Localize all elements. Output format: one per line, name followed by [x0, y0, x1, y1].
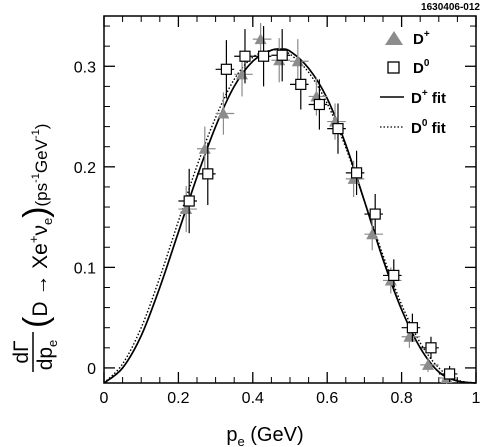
- d0-data-point: [290, 59, 309, 110]
- square-marker: [202, 168, 214, 180]
- d0-data-point: [438, 365, 458, 382]
- square-marker: [406, 322, 418, 334]
- y-axis-title-denominator: dpe: [34, 340, 60, 371]
- legend-label-d0-fit: D0 fit: [411, 118, 446, 137]
- y-axis-title-numerator: dΓ: [10, 340, 33, 363]
- d0-data-point: [327, 103, 346, 154]
- x-tick-label: 0.6: [316, 390, 338, 407]
- axis-ticks: [103, 16, 477, 383]
- triangle-marker: [366, 228, 379, 240]
- square-marker: [388, 269, 400, 282]
- square-marker: [239, 50, 251, 62]
- d0-data-point: [252, 26, 272, 87]
- x-tick-label: 0.8: [390, 390, 412, 407]
- d0-data-point: [401, 313, 421, 342]
- square-marker: [425, 342, 437, 354]
- d0-data-point: [383, 259, 402, 292]
- d0-data-point: [420, 336, 439, 359]
- figure-id-stamp: 1630406-012: [421, 2, 480, 13]
- legend-entry-d0-fit: D0 fit: [380, 118, 446, 137]
- square-marker: [332, 123, 344, 135]
- d0-data-point: [234, 29, 253, 84]
- x-tick-label: 0.2: [167, 390, 189, 407]
- square-marker: [295, 78, 307, 90]
- y-tick-label: 0.2: [74, 160, 96, 177]
- d0-data-point: [364, 193, 383, 235]
- triangle-marker: [422, 358, 435, 370]
- axis-tick-labels: 0 0.2 0.4 0.6 0.8 1 0 0.1 0.2 0.3: [74, 59, 481, 407]
- square-marker: [313, 98, 325, 111]
- x-tick-label: 0: [100, 390, 109, 407]
- y-axis-title-expression: (D → Xe+νe)(ps-1GeV-1): [17, 124, 55, 328]
- square-marker: [257, 50, 270, 62]
- square-marker: [183, 195, 195, 207]
- square-marker: [369, 208, 381, 220]
- y-axis-title: dΓ dpe (D → Xe+νe)(ps-1GeV-1): [10, 124, 60, 372]
- y-tick-label: 0: [87, 361, 96, 378]
- d0-data-point: [271, 29, 290, 82]
- d0-data-point: [215, 40, 235, 99]
- legend-label-dplus-fit: D+ fit: [411, 88, 446, 107]
- legend-entry-d0: D0: [387, 58, 430, 77]
- legend-square-marker: [387, 61, 400, 74]
- x-tick-label: 1: [472, 390, 481, 407]
- y-tick-label: 0.3: [74, 59, 96, 76]
- x-axis-title: pe (GeV): [226, 424, 303, 447]
- d0-data-point: [308, 79, 328, 130]
- square-marker: [220, 63, 232, 75]
- d0-data-point: [178, 168, 197, 234]
- legend-label-d0: D0: [413, 58, 430, 77]
- dplus-data-point: [420, 357, 439, 372]
- square-marker: [350, 167, 363, 179]
- legend: D+ D0 D+ fit D0 fit: [380, 29, 446, 137]
- square-marker: [276, 49, 288, 61]
- legend-label-dplus: D+: [413, 29, 430, 48]
- dplus-data-point: [215, 92, 235, 135]
- legend-entry-dplus-fit: D+ fit: [380, 88, 446, 107]
- d0-data-point: [345, 150, 365, 195]
- dplus-data-point: [364, 218, 383, 251]
- dplus-data-point: [290, 39, 309, 84]
- x-tick-label: 0.4: [242, 390, 264, 407]
- square-marker: [443, 368, 456, 380]
- legend-entry-dplus: D+: [385, 29, 430, 48]
- legend-triangle-marker: [385, 31, 403, 45]
- data-points: [178, 23, 458, 385]
- triangle-marker: [217, 107, 230, 119]
- y-tick-label: 0.1: [74, 260, 96, 277]
- d0-data-point: [197, 142, 216, 206]
